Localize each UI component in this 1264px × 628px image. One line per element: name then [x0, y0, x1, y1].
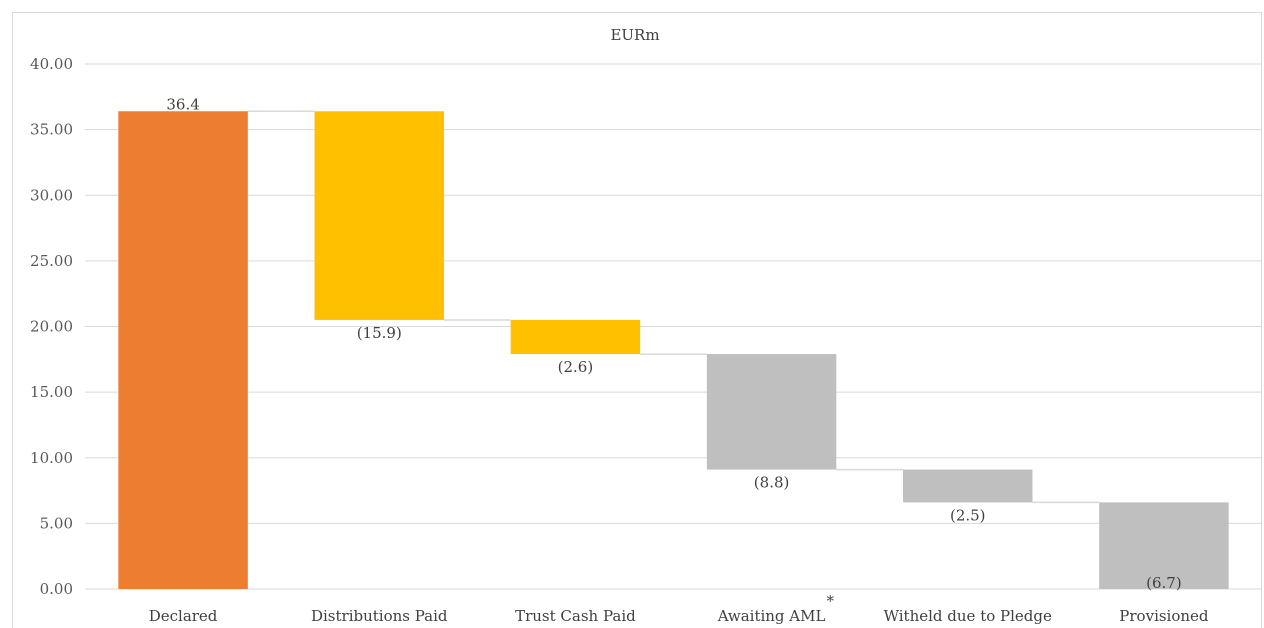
y-tick-label: 15.00 — [30, 383, 73, 401]
gridlines — [85, 63, 1262, 590]
y-tick-label: 20.00 — [30, 318, 73, 336]
data-label: 36.4 — [166, 95, 199, 113]
data-labels: 36.4 (15.9) (2.6) (8.8) (2.5) (6.7) — [166, 95, 1181, 592]
bar — [1099, 502, 1229, 589]
chart-title: EURm — [610, 26, 659, 44]
bar — [314, 111, 444, 320]
y-axis-ticks: 0.00 5.00 10.00 15.00 20.00 25.00 30.00 35.00 40… — [30, 55, 73, 598]
data-label: (2.6) — [558, 358, 594, 376]
y-tick-label: 0.00 — [40, 580, 73, 598]
x-category-label: Awaiting AML — [717, 607, 826, 625]
x-category-label: Provisioned — [1119, 607, 1209, 625]
data-label: (15.9) — [357, 324, 402, 342]
x-category-label: Witheld due to Pledge — [884, 607, 1052, 625]
y-tick-label: 30.00 — [30, 186, 73, 204]
asterisk-marker: * — [826, 592, 834, 610]
y-tick-label: 35.00 — [30, 121, 73, 139]
bar — [706, 354, 837, 470]
x-category-label: Distributions Paid — [311, 607, 448, 625]
y-tick-label: 40.00 — [30, 55, 73, 73]
y-tick-label: 25.00 — [30, 252, 73, 270]
y-tick-label: 10.00 — [30, 449, 73, 467]
bar — [118, 111, 248, 589]
y-tick-label: 5.00 — [40, 514, 73, 532]
x-category-label: Declared — [149, 607, 218, 625]
x-category-label: Trust Cash Paid — [515, 607, 636, 625]
data-label: (6.7) — [1146, 574, 1182, 592]
bars — [118, 111, 1229, 589]
data-label: (8.8) — [754, 474, 790, 492]
bar — [903, 469, 1033, 503]
connectors — [247, 110, 1100, 504]
bar — [510, 319, 641, 355]
x-axis-categories: Declared Distributions Paid Trust Cash Pai… — [149, 592, 1209, 625]
data-label: (2.5) — [950, 506, 986, 524]
